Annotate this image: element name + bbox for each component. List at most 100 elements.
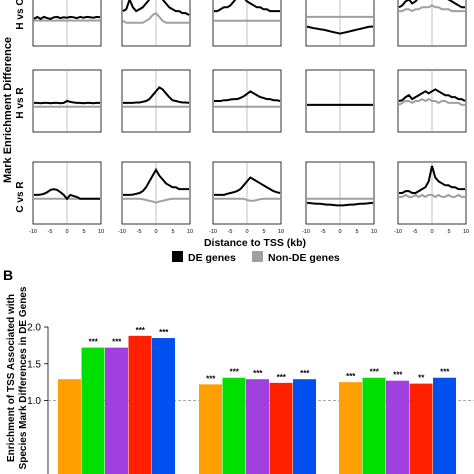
de-line <box>306 201 374 207</box>
bar-g3-2 <box>362 377 386 474</box>
de-line <box>214 176 281 196</box>
panel-a-x-label: Distance to TSS (kb) <box>204 237 306 249</box>
significance-label: *** <box>230 368 240 377</box>
legend-label-de: DE genes <box>188 252 236 264</box>
profile-plot-r3-c3: -10 -5 0 5 10 <box>209 161 284 235</box>
x-tick-label: 0 <box>245 229 248 235</box>
profile-plot-r2-c3 <box>212 69 282 133</box>
x-tick-label: -10 <box>302 229 310 235</box>
de-line <box>399 165 465 194</box>
x-tick-label: 5 <box>262 229 265 235</box>
non-de-line <box>398 97 465 106</box>
significance-label: *** <box>393 371 403 380</box>
bar-g2-5 <box>293 379 316 474</box>
profile-plot-r2-c2 <box>121 69 191 133</box>
x-tick-label: 5 <box>447 229 450 235</box>
panel-b-y-label-line-2: Species Mark Differences in DE Genes <box>18 286 29 469</box>
y-tick-label: 1.5 <box>27 359 41 370</box>
profile-plot-r3-c1: -10 -5 0 5 10 <box>29 161 104 235</box>
non-de-line <box>214 197 280 202</box>
bar-g3-1 <box>339 382 362 474</box>
x-tick-label: 10 <box>98 229 104 235</box>
de-line <box>123 167 189 196</box>
panel-b-y-label-line-1: Enrichment of TSS Associated with <box>6 294 17 462</box>
profile-plot-r2-c4 <box>305 69 375 133</box>
bar-g3-5 <box>433 377 456 474</box>
bar-g1-4 <box>128 335 152 474</box>
significance-label: *** <box>370 368 380 377</box>
profile-plot-r1-c1 <box>32 0 102 47</box>
panel-b-bar-chart: 1.0 1.5 2.0 *** *** *** *** *** *** *** *** *** *** *… <box>27 323 474 474</box>
x-tick-label: -5 <box>137 229 142 235</box>
x-tick-label: 0 <box>338 229 341 235</box>
de-line <box>34 188 100 201</box>
bar-g3-3 <box>386 380 409 474</box>
profile-plot-r1-c3 <box>212 0 282 47</box>
profile-plot-r3-c5: -10 -5 0 5 10 <box>394 161 469 235</box>
de-line <box>306 25 373 35</box>
profile-plot-r2-c5 <box>397 69 467 133</box>
x-tick-label: 5 <box>82 229 85 235</box>
y-tick-label: 1.0 <box>27 396 41 407</box>
panel-a-grid: -10 -5 0 5 10 -10 -5 0 5 10 -10 -5 0 5 10 -10 -5 0 5 10 -10-… <box>29 0 469 235</box>
de-line <box>214 0 280 13</box>
profile-plot-r2-c1 <box>32 69 102 133</box>
row-label-c-vs-r: C vs R <box>15 181 26 213</box>
x-tick-label: -10 <box>29 229 37 235</box>
bar-g1-5 <box>152 338 175 474</box>
x-tick-label: 10 <box>187 229 193 235</box>
bar-g1-1 <box>58 379 81 474</box>
x-tick-label: -5 <box>413 229 418 235</box>
x-tick-label: -5 <box>321 229 326 235</box>
significance-label: *** <box>112 338 122 347</box>
x-tick-label: -10 <box>118 229 126 235</box>
x-tick-label: 5 <box>171 229 174 235</box>
x-tick-label: 0 <box>430 229 433 235</box>
bar-g2-2 <box>222 377 246 474</box>
significance-label: *** <box>159 328 169 337</box>
de-line <box>123 86 190 104</box>
de-line <box>214 90 281 102</box>
legend-label-non-de: Non-DE genes <box>268 252 340 264</box>
x-tick-label: 10 <box>278 229 284 235</box>
x-tick-label: -10 <box>209 229 217 235</box>
de-line <box>398 0 465 9</box>
significance-label: *** <box>89 338 99 347</box>
panel-a-y-label: Mark Enrichment Difference <box>2 37 14 183</box>
x-tick-label: 0 <box>154 229 157 235</box>
profile-plot-r3-c2: -10 -5 0 5 10 <box>118 161 193 235</box>
de-line <box>398 88 466 102</box>
significance-label: *** <box>253 369 263 378</box>
row-label-h-vs-c: H vs C <box>15 0 26 30</box>
legend-swatch-non-de <box>252 251 263 262</box>
de-line <box>34 99 100 105</box>
significance-label: *** <box>300 369 310 378</box>
profile-plot-r1-c4 <box>305 0 375 47</box>
non-de-line <box>122 11 189 24</box>
significance-label: *** <box>136 326 146 335</box>
bar-g3-4 <box>409 383 433 474</box>
significance-label: *** <box>277 373 287 382</box>
profile-plot-r1-c5 <box>397 0 467 47</box>
x-tick-label: -5 <box>48 229 53 235</box>
bar-g2-1 <box>199 384 222 474</box>
bar-g2-3 <box>246 379 269 474</box>
bar-g1-3 <box>105 347 128 474</box>
significance-label: *** <box>440 368 450 377</box>
x-tick-label: 10 <box>371 229 377 235</box>
de-line <box>33 15 101 21</box>
y-tick-label: 2.0 <box>27 323 41 334</box>
de-line <box>122 0 190 16</box>
legend: DE genes Non-DE genes <box>172 251 340 264</box>
row-label-h-vs-r: H vs R <box>15 87 26 119</box>
panel-b-letter: B <box>3 267 13 283</box>
x-tick-label: 5 <box>355 229 358 235</box>
x-tick-label: -10 <box>394 229 402 235</box>
x-tick-label: 0 <box>65 229 68 235</box>
significance-label: *** <box>346 372 356 381</box>
non-de-line <box>123 197 189 204</box>
significance-label: *** <box>206 374 216 383</box>
non-de-line <box>399 193 465 199</box>
x-tick-label: -5 <box>228 229 233 235</box>
